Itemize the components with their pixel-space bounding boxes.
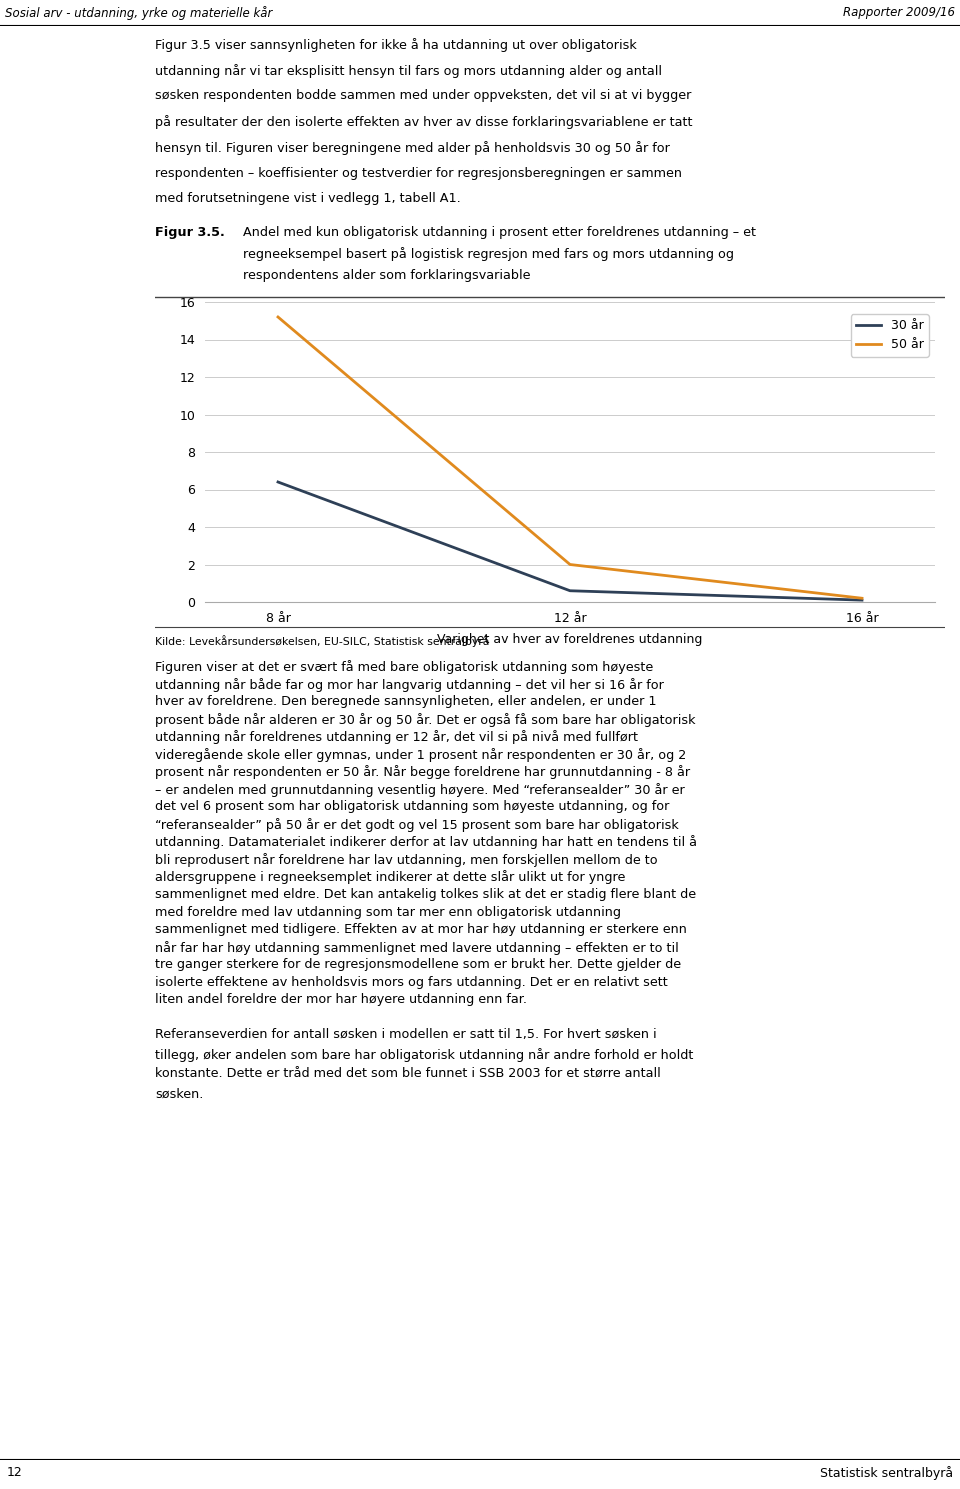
Text: Statistisk sentralbyrå: Statistisk sentralbyrå bbox=[820, 1467, 953, 1480]
Text: søsken respondenten bodde sammen med under oppveksten, det vil si at vi bygger: søsken respondenten bodde sammen med und… bbox=[155, 89, 691, 103]
Text: regneeksempel basert på logistisk regresjon med fars og mors utdanning og: regneeksempel basert på logistisk regres… bbox=[244, 247, 734, 262]
Text: isolerte effektene av henholdsvis mors og fars utdanning. Det er en relativt set: isolerte effektene av henholdsvis mors o… bbox=[155, 975, 668, 989]
Text: med forutsetningene vist i vedlegg 1, tabell A1.: med forutsetningene vist i vedlegg 1, ta… bbox=[155, 192, 461, 205]
Text: sammenlignet med tidligere. Effekten av at mor har høy utdanning er sterkere enn: sammenlignet med tidligere. Effekten av … bbox=[155, 923, 686, 937]
Text: hver av foreldrene. Den beregnede sannsynligheten, eller andelen, er under 1: hver av foreldrene. Den beregnede sannsy… bbox=[155, 695, 657, 709]
Text: på resultater der den isolerte effekten av hver av disse forklaringsvariablene e: på resultater der den isolerte effekten … bbox=[155, 115, 692, 130]
Text: bli reprodusert når foreldrene har lav utdanning, men forskjellen mellom de to: bli reprodusert når foreldrene har lav u… bbox=[155, 853, 658, 867]
Text: prosent når respondenten er 50 år. Når begge foreldrene har grunnutdanning - 8 å: prosent når respondenten er 50 år. Når b… bbox=[155, 765, 690, 779]
Text: – er andelen med grunnutdanning vesentlig høyere. Med “referansealder” 30 år er: – er andelen med grunnutdanning vesentli… bbox=[155, 783, 684, 797]
Text: 12: 12 bbox=[7, 1467, 22, 1480]
Text: når far har høy utdanning sammenlignet med lavere utdanning – effekten er to til: når far har høy utdanning sammenlignet m… bbox=[155, 941, 679, 954]
Text: Figur 3.5.: Figur 3.5. bbox=[155, 226, 225, 240]
Text: det vel 6 prosent som har obligatorisk utdanning som høyeste utdanning, og for: det vel 6 prosent som har obligatorisk u… bbox=[155, 801, 669, 813]
Text: prosent både når alderen er 30 år og 50 år. Det er også få som bare har obligato: prosent både når alderen er 30 år og 50 … bbox=[155, 713, 695, 727]
Text: søsken.: søsken. bbox=[155, 1087, 204, 1100]
Text: med foreldre med lav utdanning som tar mer enn obligatorisk utdanning: med foreldre med lav utdanning som tar m… bbox=[155, 905, 621, 919]
Text: Sosial arv - utdanning, yrke og materielle kår: Sosial arv - utdanning, yrke og materiel… bbox=[5, 6, 273, 19]
Text: tillegg, øker andelen som bare har obligatorisk utdanning når andre forhold er h: tillegg, øker andelen som bare har oblig… bbox=[155, 1048, 693, 1062]
Text: videregående skole eller gymnas, under 1 prosent når respondenten er 30 år, og 2: videregående skole eller gymnas, under 1… bbox=[155, 747, 686, 762]
Text: hensyn til. Figuren viser beregningene med alder på henholdsvis 30 og 50 år for: hensyn til. Figuren viser beregningene m… bbox=[155, 141, 670, 155]
Text: “referansealder” på 50 år er det godt og vel 15 prosent som bare har obligatoris: “referansealder” på 50 år er det godt og… bbox=[155, 817, 679, 832]
Text: utdanning når både far og mor har langvarig utdanning – det vil her si 16 år for: utdanning når både far og mor har langva… bbox=[155, 677, 664, 691]
Text: sammenlignet med eldre. Det kan antakelig tolkes slik at det er stadig flere bla: sammenlignet med eldre. Det kan antakeli… bbox=[155, 887, 696, 901]
Text: utdanning når vi tar eksplisitt hensyn til fars og mors utdanning alder og antal: utdanning når vi tar eksplisitt hensyn t… bbox=[155, 64, 662, 77]
Text: utdanning. Datamaterialet indikerer derfor at lav utdanning har hatt en tendens : utdanning. Datamaterialet indikerer derf… bbox=[155, 835, 697, 849]
Text: Kilde: Levekårsundersøkelsen, EU-SILC, Statistisk sentralbyrå: Kilde: Levekårsundersøkelsen, EU-SILC, S… bbox=[155, 634, 490, 646]
Text: tre ganger sterkere for de regresjonsmodellene som er brukt her. Dette gjelder d: tre ganger sterkere for de regresjonsmod… bbox=[155, 959, 682, 971]
Text: Referanseverdien for antall søsken i modellen er satt til 1,5. For hvert søsken : Referanseverdien for antall søsken i mod… bbox=[155, 1027, 657, 1041]
Legend: 30 år, 50 år: 30 år, 50 år bbox=[851, 314, 928, 356]
Text: aldersgruppene i regneeksemplet indikerer at dette slår ulikt ut for yngre: aldersgruppene i regneeksemplet indikere… bbox=[155, 871, 625, 884]
Text: respondentens alder som forklaringsvariable: respondentens alder som forklaringsvaria… bbox=[244, 268, 531, 281]
Text: konstante. Dette er tråd med det som ble funnet i SSB 2003 for et større antall: konstante. Dette er tråd med det som ble… bbox=[155, 1068, 660, 1081]
Text: Rapporter 2009/16: Rapporter 2009/16 bbox=[843, 6, 955, 19]
X-axis label: Varighet av hver av foreldrenes utdanning: Varighet av hver av foreldrenes utdannin… bbox=[438, 633, 703, 646]
Text: Andel med kun obligatorisk utdanning i prosent etter foreldrenes utdanning – et: Andel med kun obligatorisk utdanning i p… bbox=[244, 226, 756, 240]
Text: respondenten – koeffisienter og testverdier for regresjonsberegningen er sammen: respondenten – koeffisienter og testverd… bbox=[155, 167, 682, 180]
Text: utdanning når foreldrenes utdanning er 12 år, det vil si på nivå med fullført: utdanning når foreldrenes utdanning er 1… bbox=[155, 730, 638, 744]
Text: Figur 3.5 viser sannsynligheten for ikke å ha utdanning ut over obligatorisk: Figur 3.5 viser sannsynligheten for ikke… bbox=[155, 39, 636, 52]
Text: liten andel foreldre der mor har høyere utdanning enn far.: liten andel foreldre der mor har høyere … bbox=[155, 993, 527, 1007]
Text: Figuren viser at det er svært få med bare obligatorisk utdanning som høyeste: Figuren viser at det er svært få med bar… bbox=[155, 660, 653, 675]
